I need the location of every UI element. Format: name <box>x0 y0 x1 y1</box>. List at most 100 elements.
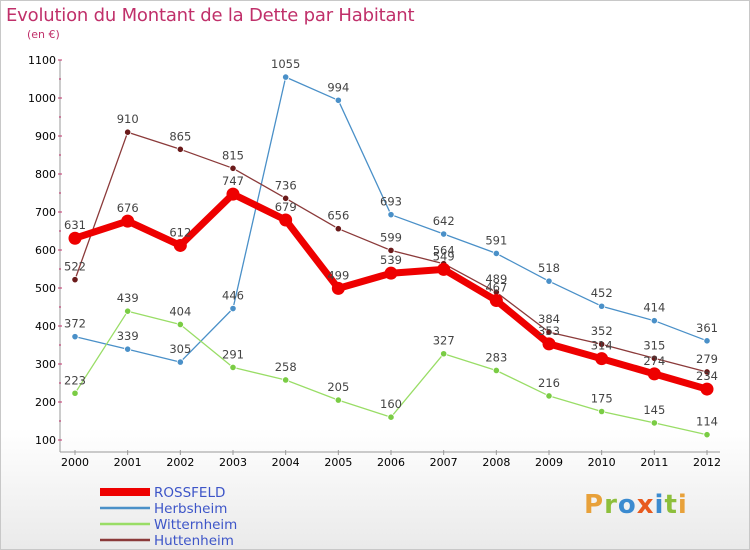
data-point-huttenheim <box>176 145 184 153</box>
data-point-rossfeld <box>68 231 82 245</box>
data-label-herbsheim: 305 <box>169 342 191 356</box>
series-line-herbsheim <box>74 76 708 363</box>
data-label-herbsheim: 452 <box>591 286 613 300</box>
data-point-herbsheim <box>124 345 132 353</box>
data-label-huttenheim: 315 <box>643 338 665 352</box>
data-point-huttenheim <box>282 194 290 202</box>
data-label-rossfeld: 314 <box>591 339 613 353</box>
data-point-witternheim <box>282 376 290 384</box>
data-point-huttenheim <box>229 164 237 172</box>
data-point-rossfeld <box>489 294 503 308</box>
y-tick-label: 700 <box>35 206 56 219</box>
data-label-witternheim: 145 <box>643 403 665 417</box>
data-point-herbsheim <box>71 333 79 341</box>
data-label-huttenheim: 489 <box>485 272 507 286</box>
data-point-witternheim <box>176 320 184 329</box>
data-point-rossfeld <box>279 213 293 227</box>
data-label-herbsheim: 414 <box>643 301 665 315</box>
data-point-herbsheim <box>282 73 290 81</box>
data-point-huttenheim <box>650 354 658 362</box>
data-label-huttenheim: 599 <box>380 230 402 244</box>
data-label-herbsheim: 518 <box>538 261 560 275</box>
logo-letter: o <box>617 490 637 520</box>
x-tick-label: 2004 <box>272 456 300 469</box>
logo-letter: t <box>664 490 678 520</box>
data-point-rossfeld <box>331 281 345 295</box>
data-label-witternheim: 327 <box>433 334 455 348</box>
data-label-herbsheim: 361 <box>696 321 718 335</box>
data-label-rossfeld: 679 <box>275 200 297 214</box>
data-label-huttenheim: 279 <box>696 352 718 366</box>
data-point-herbsheim <box>440 230 448 238</box>
data-point-rossfeld <box>173 238 187 252</box>
data-label-rossfeld: 539 <box>380 253 402 267</box>
data-point-rossfeld <box>595 352 609 366</box>
data-label-rossfeld: 676 <box>117 201 139 215</box>
logo-letter: r <box>604 490 618 520</box>
x-tick-label: 2012 <box>693 456 721 469</box>
y-tick-label: 100 <box>35 434 56 447</box>
data-label-herbsheim: 339 <box>117 329 139 343</box>
y-tick-label: 800 <box>35 168 56 181</box>
data-label-herbsheim: 591 <box>485 233 507 247</box>
data-label-rossfeld: 549 <box>433 249 455 263</box>
x-tick-label: 2008 <box>482 456 510 469</box>
data-label-huttenheim: 384 <box>538 312 560 326</box>
x-tick-label: 2001 <box>114 456 142 469</box>
data-label-huttenheim: 865 <box>169 129 191 143</box>
data-point-witternheim <box>334 396 342 404</box>
data-label-huttenheim: 522 <box>64 260 86 274</box>
y-tick-label: 600 <box>35 244 56 257</box>
data-label-rossfeld: 612 <box>169 225 191 239</box>
data-point-witternheim <box>387 413 395 421</box>
data-point-rossfeld <box>542 337 556 351</box>
data-point-witternheim <box>492 366 500 375</box>
x-tick-label: 2002 <box>166 456 194 469</box>
data-point-herbsheim <box>598 302 606 310</box>
data-label-witternheim: 216 <box>538 376 560 390</box>
data-label-herbsheim: 642 <box>433 214 455 228</box>
data-label-witternheim: 258 <box>275 360 297 374</box>
x-tick-label: 2003 <box>219 456 247 469</box>
chart-unit-label: (en €) <box>27 28 60 41</box>
y-tick-label: 1100 <box>28 54 56 67</box>
data-point-herbsheim <box>387 211 395 219</box>
proxiti-logo: Proxiti <box>584 490 688 520</box>
x-tick-label: 2000 <box>61 456 89 469</box>
data-point-huttenheim <box>387 246 395 254</box>
legend-label-witternheim: Witternheim <box>154 517 237 533</box>
y-tick-label: 1000 <box>28 92 56 105</box>
y-tick-label: 500 <box>35 282 56 295</box>
data-point-herbsheim <box>545 277 553 285</box>
data-point-herbsheim <box>492 249 500 258</box>
data-point-herbsheim <box>650 317 658 325</box>
data-point-rossfeld <box>121 214 135 228</box>
data-label-witternheim: 114 <box>696 415 718 429</box>
data-point-rossfeld <box>226 187 240 201</box>
data-point-witternheim <box>703 431 711 439</box>
data-point-rossfeld <box>384 266 398 280</box>
data-point-herbsheim <box>176 358 184 366</box>
data-point-witternheim <box>124 307 132 315</box>
x-tick-label: 2009 <box>535 456 563 469</box>
logo-letter: P <box>584 490 605 520</box>
data-label-huttenheim: 656 <box>327 209 349 223</box>
x-tick-label: 2007 <box>430 456 458 469</box>
data-label-rossfeld: 467 <box>485 281 507 295</box>
data-point-witternheim <box>440 350 448 358</box>
data-point-huttenheim <box>71 276 79 284</box>
logo-letter: x <box>636 490 655 520</box>
data-label-herbsheim: 693 <box>380 195 402 209</box>
data-label-rossfeld: 631 <box>64 218 86 232</box>
data-point-witternheim <box>650 419 658 427</box>
data-point-rossfeld <box>437 262 451 276</box>
legend-label-herbsheim: Herbsheim <box>154 501 227 517</box>
data-label-witternheim: 439 <box>117 291 139 305</box>
data-point-herbsheim <box>703 337 711 345</box>
legend-label-rossfeld: ROSSFELD <box>154 485 225 501</box>
data-point-huttenheim <box>703 368 711 376</box>
data-label-rossfeld: 274 <box>643 354 665 368</box>
data-label-witternheim: 205 <box>327 380 349 394</box>
chart-title: Evolution du Montant de la Dette par Hab… <box>6 5 415 26</box>
